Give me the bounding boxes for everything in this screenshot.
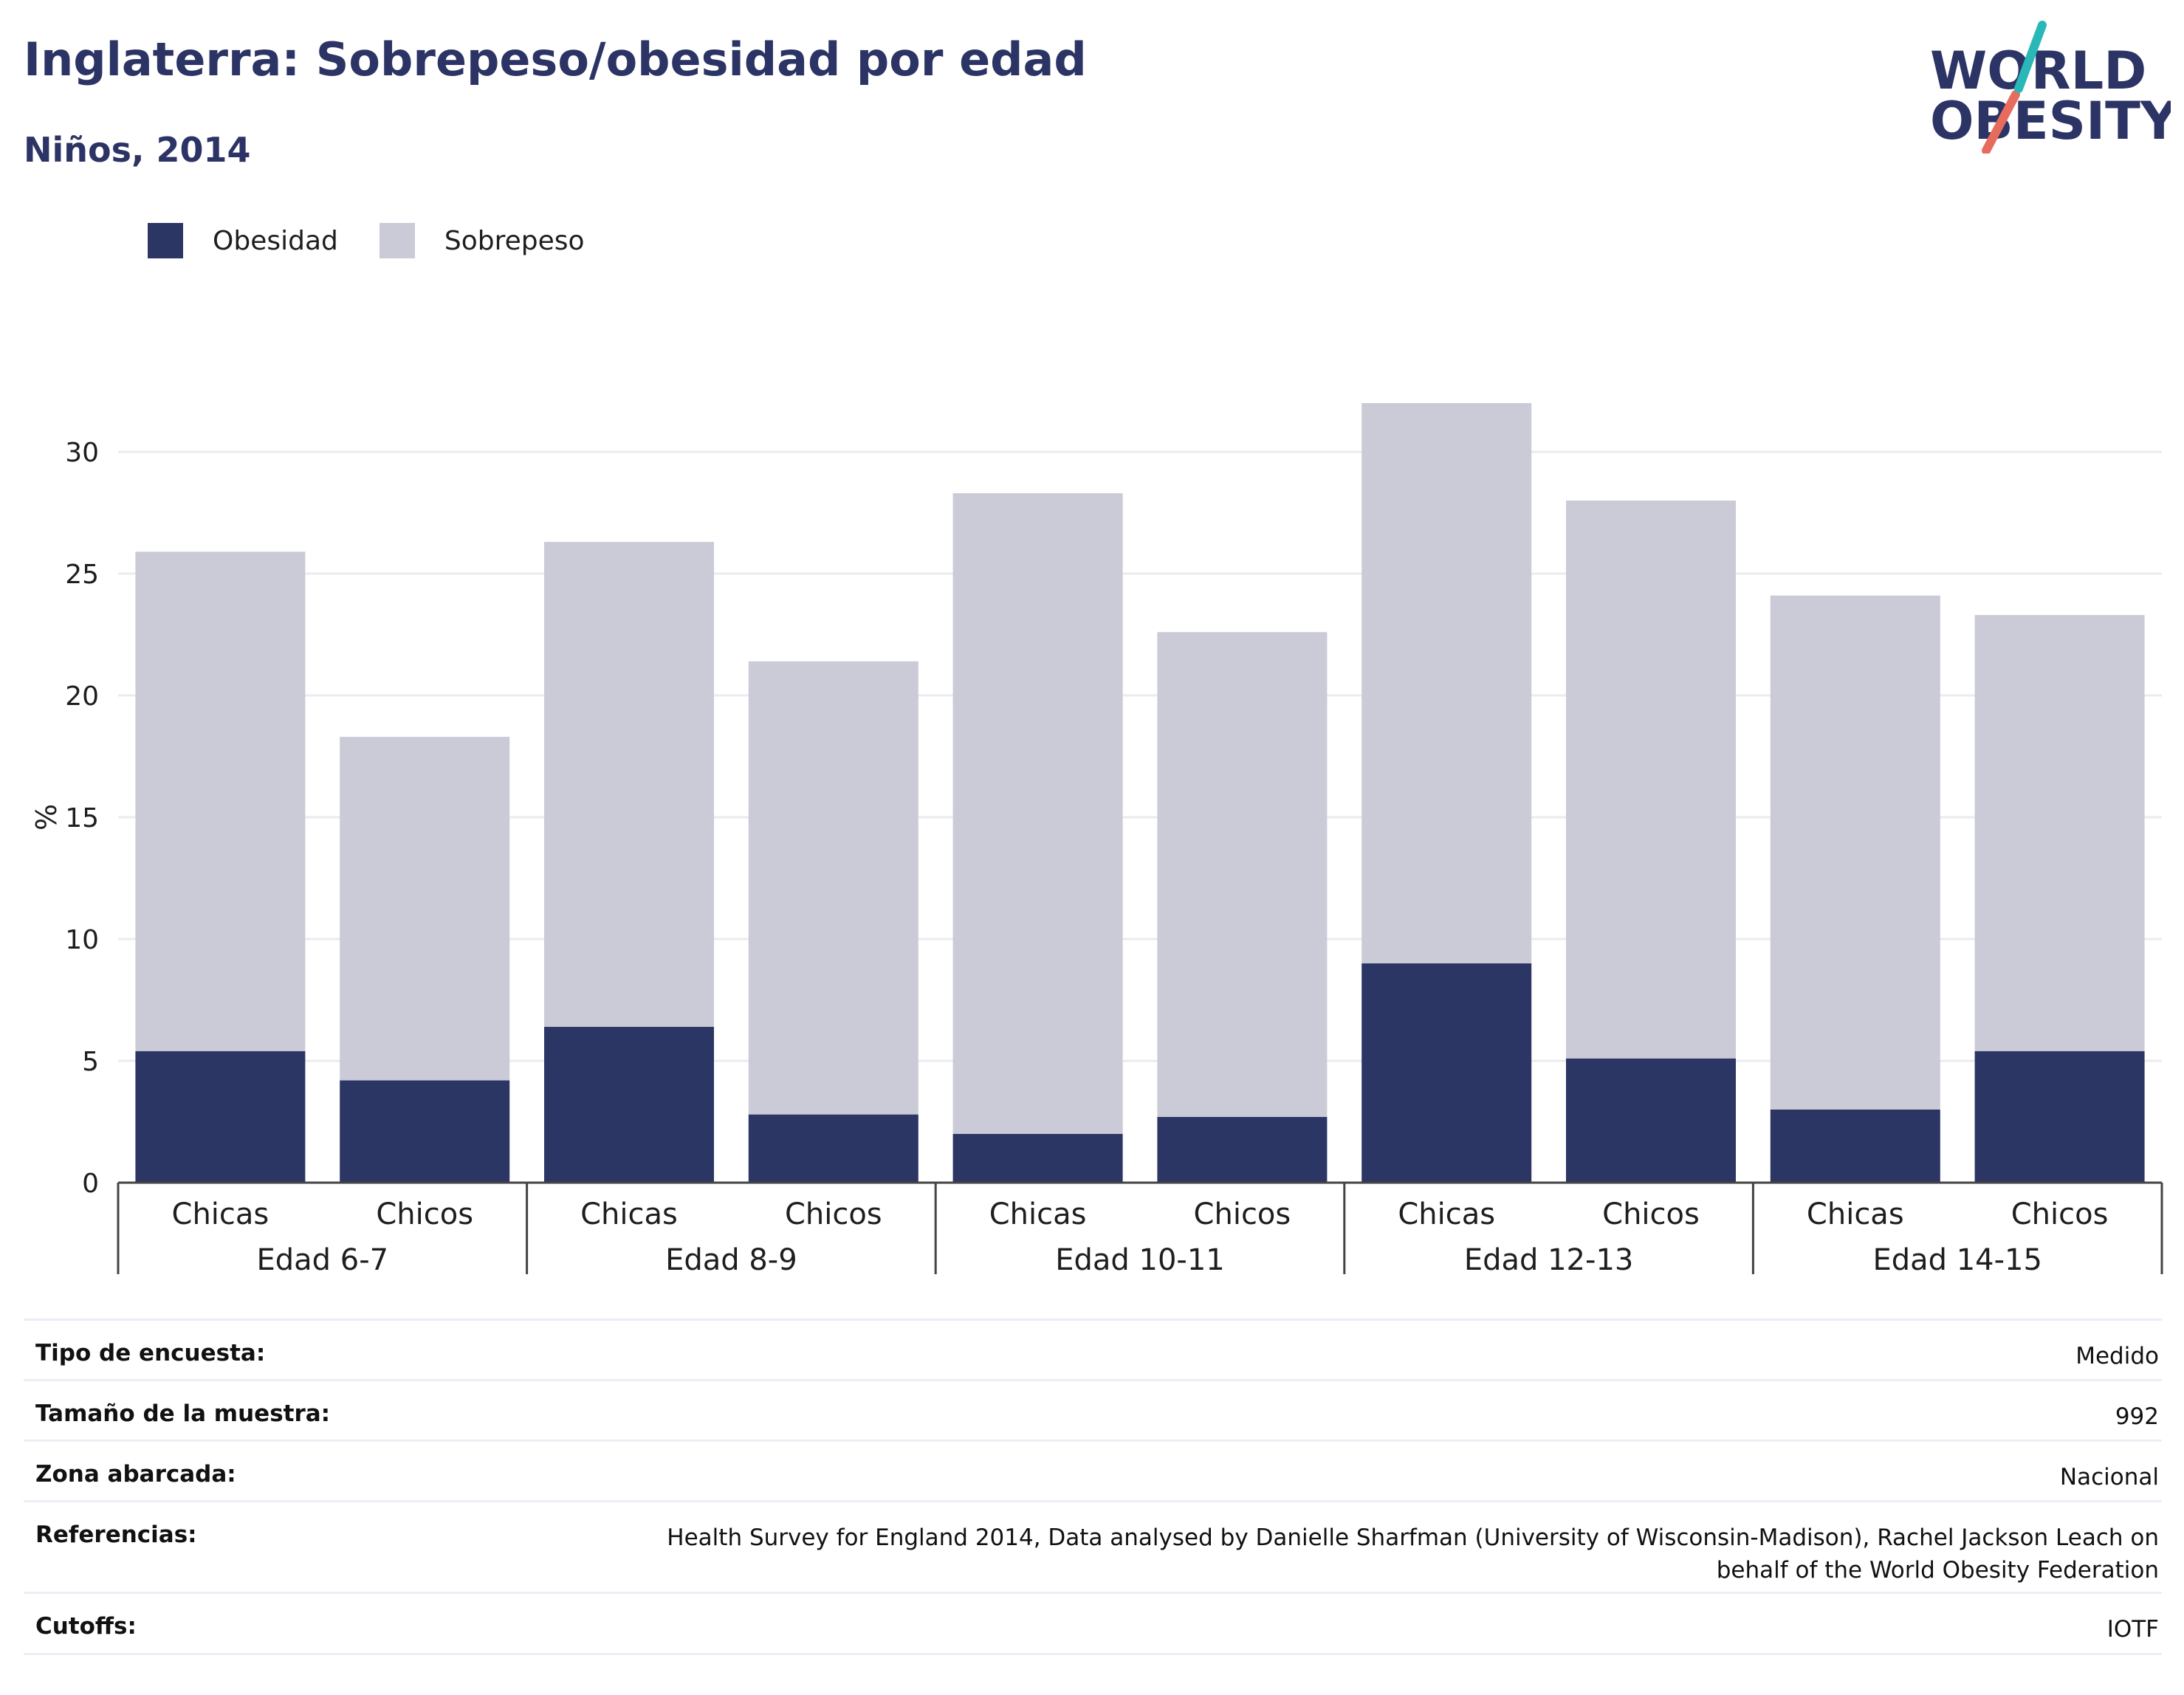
x-tick-label: Chicos [2011, 1197, 2109, 1231]
x-tick-label: Chicos [1602, 1197, 1700, 1231]
legend-item-obesidad[interactable]: Obesidad [148, 223, 338, 258]
bar-chart: 0 5 10 15 20 25 30% Chicas Chicos Chicas Chicos Chi… [30, 403, 2163, 1277]
meta-key: Referencias: [35, 1522, 197, 1548]
legend-label-sobrepeso: Sobrepeso [444, 225, 585, 256]
world-obesity-logo: WORLD OBESITY [1930, 21, 2171, 154]
meta-value: Medido [2075, 1343, 2159, 1369]
x-tick-label: Chicas [580, 1197, 678, 1231]
bar-sobrepeso [952, 493, 1123, 1134]
y-tick-label: 15 [65, 803, 99, 833]
meta-value: Nacional [2059, 1464, 2159, 1491]
legend-swatch-sobrepeso [379, 223, 415, 258]
y-tick-label: 5 [82, 1047, 99, 1077]
bar-obesidad [544, 1026, 714, 1183]
meta-key: Tipo de encuesta: [35, 1340, 266, 1366]
meta-value: 992 [2115, 1403, 2159, 1430]
bar-sobrepeso [544, 542, 714, 1027]
logo-teal-stroke [2014, 21, 2047, 93]
meta-key: Cutoffs: [35, 1613, 137, 1640]
legend-label-obesidad: Obesidad [213, 225, 338, 256]
meta-row-survey-type: Tipo de encuesta: Medido [24, 1318, 2162, 1379]
meta-row-cutoffs: Cutoffs: IOTF [24, 1592, 2162, 1655]
bar-sobrepeso [1566, 501, 1736, 1059]
bar-sobrepeso [1770, 595, 1940, 1110]
bar-obesidad [1566, 1058, 1736, 1183]
meta-value: IOTF [2106, 1616, 2159, 1643]
y-tick-label: 30 [65, 438, 99, 468]
bar-obesidad [1157, 1116, 1328, 1183]
y-tick-label: 0 [82, 1169, 99, 1199]
x-tick-label: Chicas [989, 1197, 1087, 1231]
x-tick-label: Chicas [1398, 1197, 1495, 1231]
bar-obesidad [952, 1134, 1123, 1183]
x-tick-label: Chicos [1194, 1197, 1291, 1231]
meta-key: Tamaño de la muestra: [35, 1400, 331, 1427]
bar-sobrepeso [748, 661, 918, 1115]
group-label: Edad 10-11 [1055, 1243, 1225, 1277]
y-tick-label: 25 [65, 560, 99, 590]
group-label: Edad 6-7 [256, 1243, 388, 1277]
meta-key: Zona abarcada: [35, 1461, 236, 1488]
bar-sobrepeso [340, 737, 510, 1081]
bar-sobrepeso [135, 551, 306, 1051]
bar-obesidad [1361, 963, 1532, 1183]
chart-title: Inglaterra: Sobrepeso/obesidad por edad [24, 32, 1087, 86]
meta-value: Health Survey for England 2014, Data ana… [667, 1524, 2159, 1584]
logo-line2: OBESITY [1930, 91, 2171, 151]
chart-subtitle: Niños, 2014 [24, 130, 251, 170]
logo-line1: WORLD [1930, 41, 2146, 101]
y-tick-label: 10 [65, 925, 99, 955]
meta-row-references: Referencias: Health Survey for England 2… [24, 1500, 2162, 1592]
x-tick-label: Chicas [1807, 1197, 1904, 1231]
bar-obesidad [748, 1114, 918, 1183]
x-tick-label: Chicos [376, 1197, 473, 1231]
bar-sobrepeso [1157, 632, 1328, 1117]
bar-obesidad [135, 1051, 306, 1183]
group-label: Edad 12-13 [1464, 1243, 1634, 1277]
group-label: Edad 8-9 [665, 1243, 797, 1277]
meta-row-area-covered: Zona abarcada: Nacional [24, 1440, 2162, 1500]
logo-coral-stroke [1982, 90, 2020, 154]
legend-swatch-obesidad [148, 223, 183, 258]
bar-obesidad [1974, 1051, 2145, 1183]
bar-obesidad [340, 1080, 510, 1183]
legend-item-sobrepeso[interactable]: Sobrepeso [379, 223, 585, 258]
group-label: Edad 14-15 [1872, 1243, 2042, 1277]
y-axis-label: % [30, 804, 63, 831]
x-tick-label: Chicos [785, 1197, 882, 1231]
bar-sobrepeso [1974, 615, 2145, 1051]
chart-legend: Obesidad Sobrepeso [148, 219, 626, 263]
survey-info-table: Tipo de encuesta: Medido Tamaño de la mu… [24, 1318, 2162, 1655]
bar-sobrepeso [1361, 403, 1532, 963]
y-tick-label: 20 [65, 681, 99, 712]
meta-row-sample-size: Tamaño de la muestra: 992 [24, 1379, 2162, 1440]
x-tick-label: Chicas [172, 1197, 269, 1231]
bar-obesidad [1770, 1110, 1940, 1183]
